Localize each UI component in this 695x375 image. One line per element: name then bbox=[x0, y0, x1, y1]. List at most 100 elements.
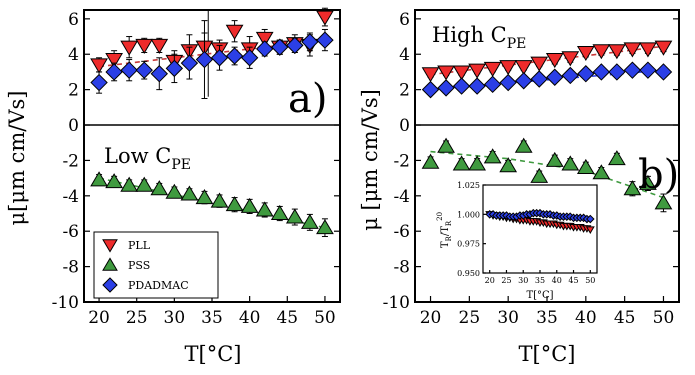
panel-a-series-group bbox=[84, 7, 340, 238]
legend-label-pss: PSS bbox=[128, 259, 150, 272]
data-point-pll bbox=[545, 53, 564, 69]
data-point-pdadmac bbox=[608, 63, 626, 81]
data-point-pll bbox=[452, 65, 471, 81]
y-tick-label: -8 bbox=[62, 258, 79, 278]
data-point-pll bbox=[105, 53, 123, 69]
panel-a-annotation: Low CPE bbox=[104, 144, 191, 173]
data-point-pss bbox=[135, 176, 154, 192]
panel-b-y-axis-title: μ [μm cm/Vs] bbox=[358, 89, 382, 231]
data-point-pss bbox=[468, 155, 486, 171]
x-tick-label: 20 bbox=[420, 308, 442, 328]
data-point-pdadmac bbox=[301, 33, 319, 51]
data-point-pdadmac bbox=[437, 79, 455, 97]
data-point-pdadmac bbox=[105, 63, 123, 81]
x-tick-label: 45 bbox=[276, 308, 298, 328]
data-point-pss bbox=[437, 137, 455, 153]
x-tick-label: 25 bbox=[126, 308, 148, 328]
x-tick-label: 40 bbox=[575, 308, 597, 328]
data-point-pll bbox=[514, 60, 533, 76]
data-point-pll bbox=[623, 42, 642, 58]
data-point-pdadmac bbox=[654, 63, 673, 81]
data-point-pss bbox=[225, 196, 244, 212]
data-point-pll bbox=[592, 44, 611, 60]
y-tick-label: -6 bbox=[62, 222, 79, 242]
x-tick-label: 50 bbox=[585, 276, 595, 285]
x-tick-label: 30 bbox=[518, 276, 528, 285]
data-point-pss bbox=[195, 189, 214, 205]
legend-label-pdadmac: PDADMAC bbox=[128, 279, 189, 292]
inset-chart: 20 25 30 35 40 45 50 0.950 0.975 1.000 1.025 TR/TR… bbox=[436, 181, 598, 301]
y-tick-label: -6 bbox=[393, 222, 410, 242]
data-point-pdadmac bbox=[165, 59, 184, 78]
data-point-pdadmac bbox=[577, 65, 595, 83]
panel-a-x-axis-title: T[°C] bbox=[185, 342, 242, 366]
data-point-pdadmac bbox=[90, 73, 108, 92]
panel-a-y-axis-title: μ[μm cm/Vs] bbox=[5, 91, 29, 226]
x-tick-label: 35 bbox=[535, 276, 545, 285]
data-point-pdadmac bbox=[483, 75, 502, 94]
data-point-pdadmac bbox=[623, 61, 642, 79]
data-point-pss bbox=[301, 213, 319, 229]
y-tick-label: 0 bbox=[68, 116, 79, 136]
fit-line-0 bbox=[430, 45, 664, 76]
data-point-pdadmac bbox=[514, 72, 533, 90]
x-tick-label: 50 bbox=[314, 308, 336, 328]
data-point-pdadmac bbox=[316, 31, 334, 49]
data-point-pss bbox=[90, 171, 108, 187]
y-tick-label: -2 bbox=[393, 151, 410, 171]
panel-b-x-axis-title: T[°C] bbox=[519, 342, 576, 366]
panel-a-letter: a) bbox=[288, 76, 327, 122]
y-tick-label: 2 bbox=[399, 81, 410, 101]
y-tick-label: 6 bbox=[68, 10, 79, 30]
panel-a: 20 25 30 35 40 45 50 -10 -8 -6 -4 -2 0 2 4 6 a) Low CPE… bbox=[5, 7, 341, 366]
x-tick-label: 40 bbox=[552, 276, 562, 285]
data-point-pss bbox=[105, 173, 123, 189]
panel-b: 20 25 30 35 40 45 50 -10 -8 -6 -4 -2 0 2 4 6 b) High CP… bbox=[358, 9, 680, 366]
inset-series-group bbox=[485, 208, 595, 234]
data-point-pss bbox=[255, 201, 274, 217]
data-point-pdadmac bbox=[421, 80, 440, 99]
data-point-pss bbox=[545, 151, 564, 167]
data-point-pll bbox=[120, 40, 139, 56]
inset-axes: 20 25 30 35 40 45 50 0.950 0.975 1.000 1.025 bbox=[457, 181, 595, 285]
data-point-pll bbox=[225, 24, 244, 40]
panel-b-annotation: High CPE bbox=[432, 23, 526, 52]
data-point-pss bbox=[483, 148, 502, 164]
y-tick-label: 0.950 bbox=[457, 269, 480, 278]
x-tick-label: 50 bbox=[653, 308, 675, 328]
panel-a-axes: 20 25 30 35 40 45 50 -10 -8 -6 -4 -2 0 2 4 6 bbox=[52, 10, 340, 328]
data-point-pss bbox=[623, 180, 642, 196]
fit-line-2 bbox=[430, 150, 664, 199]
data-point-pll bbox=[421, 67, 440, 83]
data-point-pdadmac bbox=[530, 70, 548, 88]
data-point-pss bbox=[165, 183, 184, 199]
x-tick-label: 25 bbox=[459, 308, 481, 328]
data-point-pll bbox=[499, 60, 518, 76]
x-tick-label: 35 bbox=[201, 308, 223, 328]
y-tick-label: 1.000 bbox=[457, 210, 480, 219]
data-point-pdadmac bbox=[639, 61, 657, 79]
data-point-pll bbox=[483, 61, 502, 77]
data-point-pll bbox=[654, 40, 673, 56]
data-point-pss bbox=[608, 150, 626, 166]
data-point-pdadmac bbox=[546, 68, 564, 86]
y-tick-label: -10 bbox=[383, 293, 410, 313]
data-point-pll bbox=[530, 56, 549, 72]
data-point-pss bbox=[499, 157, 518, 173]
y-tick-label: 6 bbox=[399, 10, 410, 30]
y-tick-label: -4 bbox=[393, 187, 410, 207]
data-point-pdadmac bbox=[499, 73, 517, 92]
data-point-pll bbox=[576, 45, 595, 62]
data-point-pdadmac bbox=[452, 77, 471, 95]
x-tick-label: 30 bbox=[497, 308, 519, 328]
data-point-pdadmac bbox=[180, 54, 199, 72]
data-point-pdadmac bbox=[255, 40, 274, 58]
data-point-pdadmac bbox=[286, 36, 304, 55]
data-point-pss bbox=[639, 174, 657, 190]
data-point-pss bbox=[421, 153, 440, 169]
data-point-pll bbox=[585, 226, 595, 234]
data-point-pll bbox=[561, 51, 580, 67]
x-tick-label: 45 bbox=[568, 276, 578, 285]
data-point-pdadmac bbox=[240, 49, 259, 67]
